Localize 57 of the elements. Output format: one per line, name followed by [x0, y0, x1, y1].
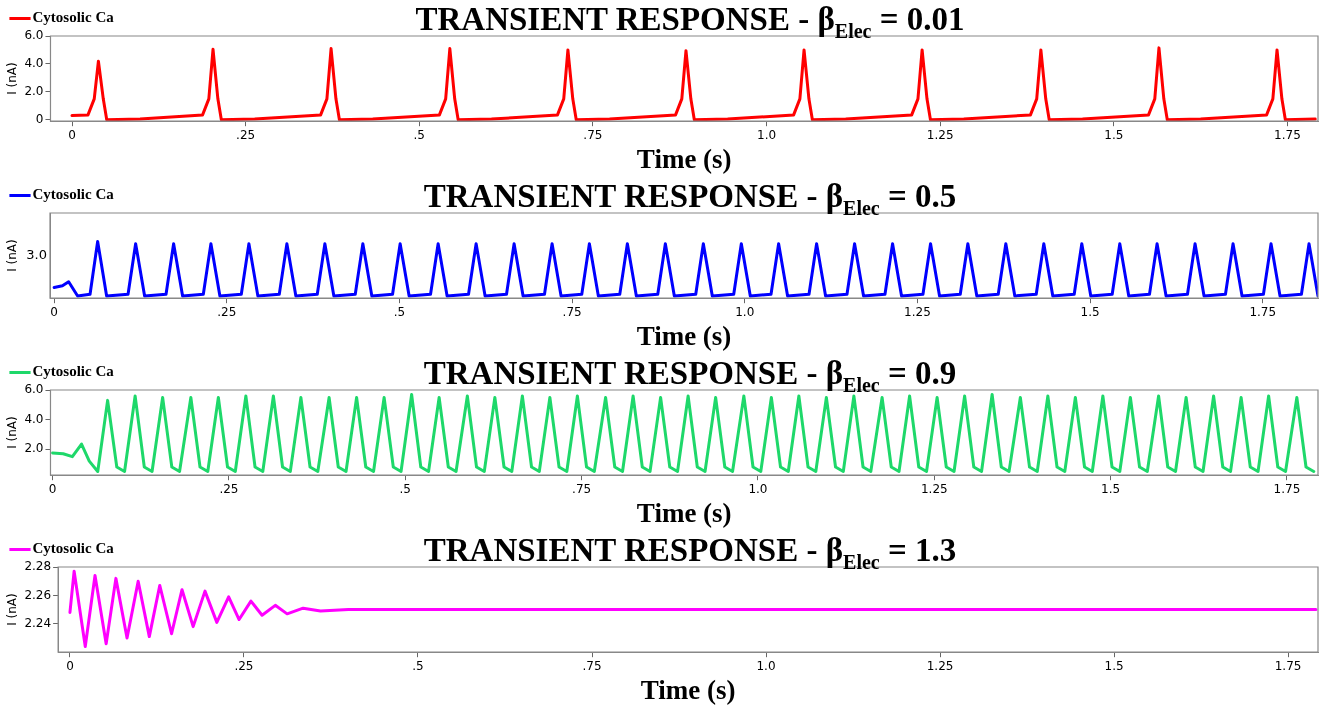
y-tick-label: 2.24 [24, 615, 52, 630]
y-tick-label: 4.0 [24, 56, 44, 71]
x-tick-label: 1.0 [757, 127, 777, 142]
x-tick-label: .25 [236, 127, 256, 142]
x-axis-title: Time (s) [636, 143, 732, 174]
x-tick-label: 1.25 [926, 658, 954, 673]
x-tick-label: 1.75 [1273, 481, 1301, 496]
x-axis-title: Time (s) [640, 674, 736, 705]
chart-title: TRANSIENT RESPONSE - β$_{Elec}$ = 0.5 [423, 178, 957, 219]
chart-title: TRANSIENT RESPONSE - β$_{Elec}$ = 1.3 [423, 532, 957, 573]
x-tick-label: .5 [393, 304, 406, 319]
x-tick-label: .25 [217, 304, 237, 319]
x-tick-label: .75 [583, 127, 603, 142]
y-tick-label: 6.0 [24, 28, 44, 43]
chart-title: TRANSIENT RESPONSE - β$_{Elec}$ = 0.01 [415, 1, 965, 42]
x-axis-title: Time (s) [636, 497, 732, 528]
y-tick-label: 2.28 [24, 559, 52, 574]
x-tick-label: 1.25 [926, 127, 954, 142]
y-tick-label: 2.0 [24, 441, 44, 456]
y-tick-label: 2.0 [24, 83, 44, 98]
y-tick-label: 6.0 [24, 382, 44, 397]
x-tick-label: 1.0 [748, 481, 768, 496]
x-tick-label: 1.5 [1104, 127, 1124, 142]
x-tick-label: .25 [234, 658, 254, 673]
x-tick-label: 1.0 [756, 658, 776, 673]
y-tick-label: 0 [35, 111, 44, 126]
chart-title: TRANSIENT RESPONSE - β$_{Elec}$ = 0.9 [423, 355, 957, 396]
x-tick-label: 1.25 [920, 481, 948, 496]
legend-label: Cytosolic Ca [32, 540, 115, 557]
x-axis-title: Time (s) [636, 320, 732, 351]
y-tick-label: 2.26 [24, 587, 52, 602]
x-tick-label: .5 [412, 658, 424, 673]
y-tick-label: 4.0 [24, 411, 44, 426]
legend-label: Cytosolic Ca [32, 9, 115, 26]
y-axis-title: I (nA) [5, 239, 20, 272]
x-tick-label: 1.5 [1104, 658, 1124, 673]
y-axis-title: I (nA) [5, 62, 20, 95]
x-tick-label: 1.5 [1101, 481, 1121, 496]
x-tick-label: .25 [219, 481, 239, 496]
x-tick-label: .75 [572, 481, 592, 496]
x-tick-label: .5 [413, 127, 426, 142]
x-tick-label: 0 [66, 658, 74, 673]
x-tick-label: 1.0 [735, 304, 755, 319]
x-tick-label: 1.75 [1274, 127, 1301, 142]
x-tick-label: 1.25 [904, 304, 931, 319]
text: 3.0 [26, 246, 47, 262]
legend-label: Cytosolic Ca [32, 363, 115, 380]
y-axis-title: I (nA) [5, 416, 20, 449]
legend-label: Cytosolic Ca [32, 186, 115, 203]
x-tick-label: 0 [68, 127, 76, 142]
x-tick-label: 1.75 [1274, 658, 1302, 673]
y-axis-title: I (nA) [5, 593, 20, 626]
x-tick-label: 1.5 [1080, 304, 1100, 319]
x-tick-label: .75 [582, 658, 602, 673]
x-tick-label: 1.75 [1249, 304, 1277, 319]
x-tick-label: .75 [562, 304, 582, 319]
x-tick-label: .5 [399, 481, 411, 496]
